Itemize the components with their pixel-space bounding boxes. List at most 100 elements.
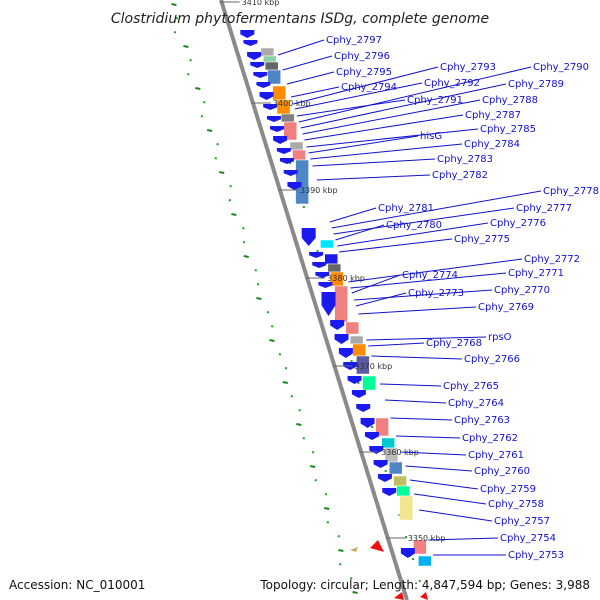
gene-label-line: [310, 143, 463, 160]
gene-block: [334, 285, 348, 323]
gene-label[interactable]: Cphy_2754: [500, 533, 556, 544]
gene-label[interactable]: hisG: [420, 131, 442, 142]
gene-label-line: [371, 355, 463, 360]
forward-gene-arrow: [400, 548, 415, 558]
gene-label[interactable]: Cphy_2791: [407, 95, 463, 106]
genome-summary-text: Topology: circular; Length: 4,847,594 bp…: [260, 578, 590, 592]
gc-mark: [296, 423, 302, 426]
gene-label[interactable]: Cphy_2785: [480, 124, 536, 135]
red-gene-marker: [370, 540, 384, 552]
gene-label[interactable]: Cphy_2777: [516, 203, 572, 214]
red-genes: [350, 540, 428, 600]
forward-gene-arrow: [309, 252, 324, 258]
gc-mark: [282, 381, 288, 384]
gene-label[interactable]: Cphy_2794: [341, 82, 397, 93]
gene-label[interactable]: Cphy_2781: [378, 203, 434, 214]
gc-mark: [339, 563, 342, 566]
gene-block: [281, 113, 295, 123]
gene-label[interactable]: Cphy_2771: [508, 268, 564, 279]
gene-label[interactable]: Cphy_2790: [533, 62, 589, 73]
gc-mark: [324, 493, 328, 496]
gene-label[interactable]: rpsO: [488, 332, 512, 343]
gene-label-lines: [277, 39, 542, 556]
gene-label-line: [409, 479, 479, 490]
forward-gene-arrow: [321, 292, 336, 316]
gene-label[interactable]: Cphy_2780: [386, 220, 442, 231]
gene-label[interactable]: Cphy_2766: [464, 354, 520, 365]
gene-label[interactable]: Cphy_2753: [508, 550, 564, 561]
gene-label[interactable]: Cphy_2787: [465, 110, 521, 121]
gene-label[interactable]: Cphy_2770: [494, 285, 550, 296]
forward-gene-arrow: [347, 376, 362, 384]
gene-label[interactable]: Cphy_2760: [474, 466, 530, 477]
gene-label[interactable]: Cphy_2795: [336, 67, 392, 78]
gene-blocks: [260, 47, 432, 567]
gene-label[interactable]: Cphy_2773: [408, 288, 464, 299]
gene-label-line: [358, 306, 477, 315]
gc-mark: [269, 339, 275, 342]
gc-mark: [216, 143, 219, 146]
gene-label[interactable]: Cphy_2768: [426, 338, 482, 349]
gene-label[interactable]: Cphy_2763: [454, 415, 510, 426]
gc-mark: [243, 255, 249, 258]
gene-label[interactable]: Cphy_2784: [464, 139, 520, 150]
gene-block: [289, 141, 304, 151]
gene-label[interactable]: Cphy_2793: [440, 62, 496, 73]
gene-label-line: [316, 174, 431, 181]
gene-label[interactable]: Cphy_2774: [402, 270, 458, 281]
gene-label-line: [368, 342, 425, 347]
gene-label[interactable]: Cphy_2769: [478, 302, 534, 313]
gc-mark: [229, 185, 232, 188]
gene-label[interactable]: Cphy_2765: [443, 381, 499, 392]
gene-label-line: [293, 66, 439, 105]
gene-label[interactable]: Cphy_2764: [448, 398, 504, 409]
gc-dot: [302, 206, 305, 208]
gene-block: [320, 239, 334, 249]
gene-block: [349, 335, 364, 345]
gc-mark: [200, 115, 204, 118]
gene-block: [260, 47, 275, 57]
gc-mark: [350, 577, 353, 580]
gene-label[interactable]: Cphy_2778: [543, 186, 599, 197]
gene-label[interactable]: Cphy_2782: [432, 170, 488, 181]
gene-label[interactable]: Cphy_2757: [494, 516, 550, 527]
gene-label[interactable]: Cphy_2797: [326, 35, 382, 46]
gene-label[interactable]: Cphy_2788: [482, 95, 538, 106]
gene-label[interactable]: Cphy_2776: [490, 218, 546, 229]
gc-mark: [228, 199, 232, 202]
gene-block: [263, 55, 277, 63]
gene-label-line: [294, 82, 423, 110]
gene-labels: Cphy_2797 Cphy_2796 Cphy_2795 Cphy_2794 Cphy…: [326, 35, 599, 561]
gene-label-line: [366, 336, 487, 341]
gene-label-line: [405, 465, 473, 472]
gene-label-line: [384, 399, 447, 404]
gene-label-line: [304, 114, 464, 141]
gene-label[interactable]: Cphy_2783: [437, 154, 493, 165]
accession-text: Accession: NC_010001: [9, 578, 146, 592]
gene-label-line: [282, 55, 333, 71]
gene-label[interactable]: Cphy_2796: [334, 51, 390, 62]
gene-label[interactable]: Cphy_2789: [508, 79, 564, 90]
gene-label[interactable]: Cphy_2792: [424, 78, 480, 89]
gc-mark: [352, 591, 358, 594]
gene-label[interactable]: Cphy_2775: [454, 234, 510, 245]
kbp-label: 3400 kbp: [273, 99, 311, 108]
gene-label[interactable]: Cphy_2761: [468, 450, 524, 461]
gc-mark: [326, 521, 330, 524]
gene-label[interactable]: Cphy_2772: [524, 254, 580, 265]
gene-block: [324, 253, 338, 265]
gene-label-line: [290, 86, 340, 98]
forward-gene-arrow: [334, 334, 349, 344]
gene-label[interactable]: Cphy_2758: [488, 499, 544, 510]
forward-gene-arrow: [312, 262, 327, 268]
forward-gene-arrow: [243, 40, 258, 46]
gene-label-line: [337, 222, 489, 247]
gene-label[interactable]: Cphy_2762: [462, 433, 518, 444]
forward-gene-arrow: [270, 126, 285, 132]
gc-mark: [207, 129, 213, 132]
gene-label-line: [329, 207, 377, 223]
gene-label[interactable]: Cphy_2759: [480, 484, 536, 495]
gene-block: [264, 61, 279, 71]
gc-dot: [289, 162, 292, 164]
